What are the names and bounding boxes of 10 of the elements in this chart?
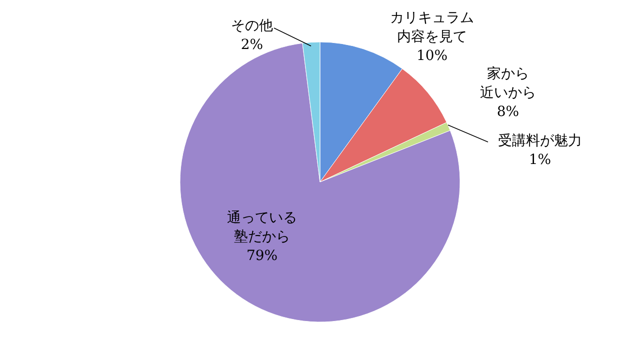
data-label: 2% [240,37,264,53]
slice-label: 受講料が魅力 [498,133,582,149]
slice-label: カリキュラム内容を見て [390,10,474,45]
data-label: 10% [416,48,448,64]
data-label: 8% [496,104,520,120]
slice-label: 家から近いから [480,66,536,101]
data-label: 79% [246,248,278,264]
slice-label: 通っている塾だから [227,210,297,245]
slice-label: その他 [231,18,273,34]
data-label: 1% [528,152,552,168]
